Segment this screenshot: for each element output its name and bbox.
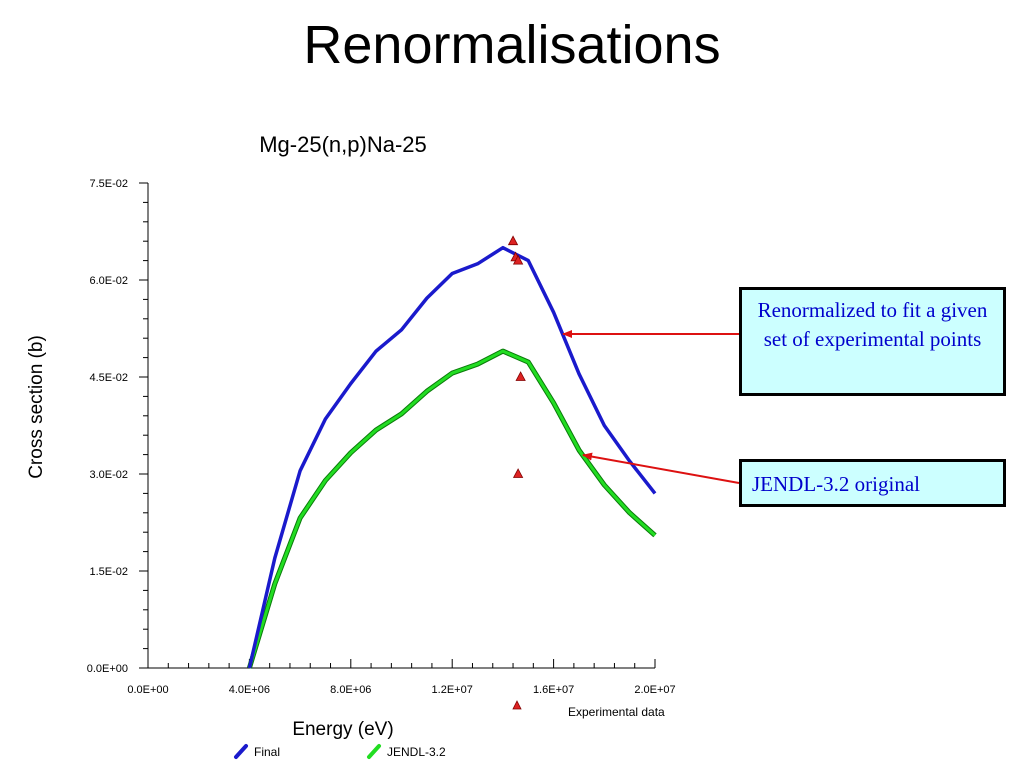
legend-jendl-swatch <box>367 744 381 759</box>
experimental-points <box>507 235 526 478</box>
legend-jendl-label: JENDL-3.2 <box>387 745 446 759</box>
x-axis-label: Energy (eV) <box>292 719 393 740</box>
x-tick-label: 0.0E+00 <box>127 684 168 696</box>
callout-renormalized: Renormalized to fit a given set of exper… <box>739 287 1006 396</box>
experimental-point <box>512 254 524 265</box>
series-jendl-outline <box>247 348 657 669</box>
experimental-point <box>507 235 519 246</box>
x-tick-label: 1.2E+07 <box>432 684 473 696</box>
series-final-line <box>247 245 657 669</box>
experimental-point <box>512 468 524 478</box>
y-tick-label: 6.0E-02 <box>89 275 128 287</box>
y-tick-label: 7.5E-02 <box>89 178 128 190</box>
y-tick-label: 1.5E-02 <box>89 566 128 578</box>
series-layer <box>247 245 657 669</box>
callout-jendl-original: JENDL-3.2 original <box>739 459 1006 507</box>
x-tick-label: 4.0E+06 <box>229 684 270 696</box>
y-tick-label: 0.0E+00 <box>87 663 128 675</box>
experimental-point <box>515 371 526 381</box>
slide-title: Renormalisations <box>303 15 721 75</box>
chart-title: Mg-25(n,p)Na-25 <box>259 132 427 157</box>
x-tick-label: 1.6E+07 <box>533 684 574 696</box>
y-axis-label: Cross section (b) <box>26 335 47 479</box>
legend-final-swatch <box>234 744 248 759</box>
x-tick-label: 2.0E+07 <box>634 684 675 696</box>
legend: Experimental data Final JENDL-3.2 <box>234 700 665 759</box>
legend-experimental-marker <box>512 700 522 710</box>
legend-final-label: Final <box>254 745 280 759</box>
callout-arrow-jendl <box>582 452 740 484</box>
legend-experimental-label: Experimental data <box>568 705 665 719</box>
axes: 0.0E+00 1.5E-02 3.0E-02 4.5E-02 6.0E-02 7.5E-… <box>87 178 676 696</box>
x-tick-label: 8.0E+06 <box>330 684 371 696</box>
y-tick-label: 3.0E-02 <box>89 469 128 481</box>
series-jendl-line <box>247 349 656 669</box>
y-tick-label: 4.5E-02 <box>89 372 128 384</box>
